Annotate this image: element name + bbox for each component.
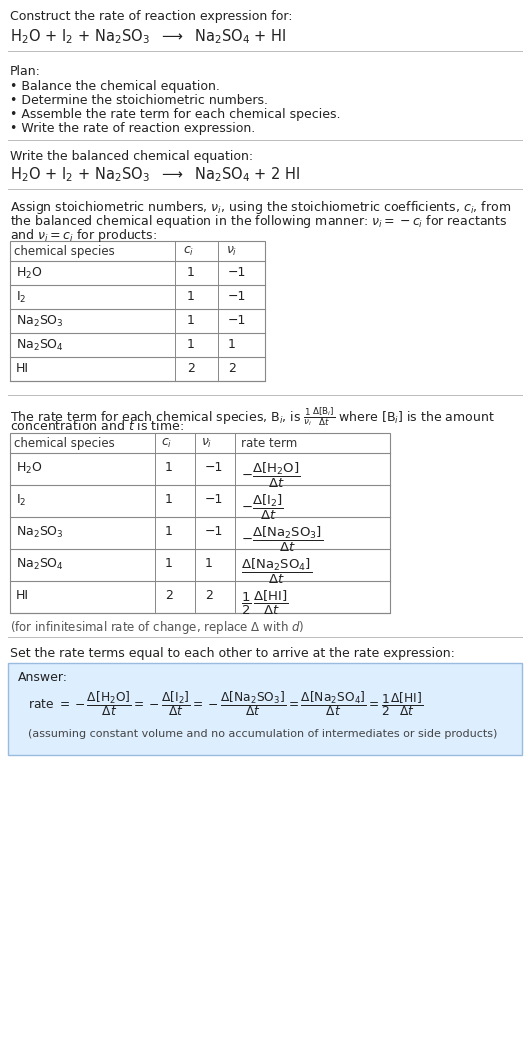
- Bar: [10, 433, 390, 613]
- Bar: [10, 241, 265, 381]
- Text: rate $= -\dfrac{\Delta[\mathrm{H_2O}]}{\Delta t} = -\dfrac{\Delta[\mathrm{I_2}]}: rate $= -\dfrac{\Delta[\mathrm{H_2O}]}{\…: [28, 689, 423, 718]
- Text: I$_2$: I$_2$: [16, 493, 26, 508]
- Text: • Write the rate of reaction expression.: • Write the rate of reaction expression.: [10, 122, 255, 135]
- Text: 1: 1: [228, 338, 236, 351]
- Text: H$_2$O + I$_2$ + Na$_2$SO$_3$  $\longrightarrow$  Na$_2$SO$_4$ + 2 HI: H$_2$O + I$_2$ + Na$_2$SO$_3$ $\longrigh…: [10, 165, 301, 184]
- Text: 1: 1: [165, 461, 173, 474]
- Text: H$_2$O: H$_2$O: [16, 461, 42, 476]
- Text: (assuming constant volume and no accumulation of intermediates or side products): (assuming constant volume and no accumul…: [28, 729, 497, 740]
- Text: $-\dfrac{\Delta[\mathrm{H_2O}]}{\Delta t}$: $-\dfrac{\Delta[\mathrm{H_2O}]}{\Delta t…: [241, 461, 301, 491]
- Text: −1: −1: [205, 461, 223, 474]
- Text: −1: −1: [205, 493, 223, 506]
- Text: $c_i$: $c_i$: [183, 245, 195, 258]
- Text: Assign stoichiometric numbers, $\nu_i$, using the stoichiometric coefficients, $: Assign stoichiometric numbers, $\nu_i$, …: [10, 199, 511, 217]
- Text: −1: −1: [205, 525, 223, 538]
- Text: 1: 1: [187, 314, 195, 327]
- Text: $c_i$: $c_i$: [161, 437, 172, 450]
- Text: chemical species: chemical species: [14, 245, 115, 258]
- Text: 2: 2: [165, 589, 173, 602]
- Text: H$_2$O + I$_2$ + Na$_2$SO$_3$  $\longrightarrow$  Na$_2$SO$_4$ + HI: H$_2$O + I$_2$ + Na$_2$SO$_3$ $\longrigh…: [10, 27, 287, 46]
- Text: Write the balanced chemical equation:: Write the balanced chemical equation:: [10, 150, 253, 163]
- Bar: [8, 663, 522, 755]
- Text: HI: HI: [16, 362, 29, 376]
- Text: • Determine the stoichiometric numbers.: • Determine the stoichiometric numbers.: [10, 94, 268, 107]
- Text: and $\nu_i = c_i$ for products:: and $\nu_i = c_i$ for products:: [10, 227, 157, 244]
- Text: Plan:: Plan:: [10, 65, 41, 78]
- Text: Construct the rate of reaction expression for:: Construct the rate of reaction expressio…: [10, 10, 293, 23]
- Text: The rate term for each chemical species, B$_i$, is $\frac{1}{\nu_i}\frac{\Delta[: The rate term for each chemical species,…: [10, 405, 495, 428]
- Text: 1: 1: [165, 525, 173, 538]
- Text: Set the rate terms equal to each other to arrive at the rate expression:: Set the rate terms equal to each other t…: [10, 647, 455, 660]
- Text: (for infinitesimal rate of change, replace $\Delta$ with $d$): (for infinitesimal rate of change, repla…: [10, 619, 304, 636]
- Text: • Balance the chemical equation.: • Balance the chemical equation.: [10, 79, 220, 93]
- Text: Answer:: Answer:: [18, 670, 68, 684]
- Text: • Assemble the rate term for each chemical species.: • Assemble the rate term for each chemic…: [10, 108, 340, 121]
- Text: I$_2$: I$_2$: [16, 290, 26, 305]
- Text: 2: 2: [205, 589, 213, 602]
- Text: H$_2$O: H$_2$O: [16, 266, 42, 281]
- Text: $-\dfrac{\Delta[\mathrm{I_2}]}{\Delta t}$: $-\dfrac{\Delta[\mathrm{I_2}]}{\Delta t}…: [241, 493, 284, 522]
- Text: concentration and $t$ is time:: concentration and $t$ is time:: [10, 419, 184, 433]
- Text: $\dfrac{\Delta[\mathrm{Na_2SO_4}]}{\Delta t}$: $\dfrac{\Delta[\mathrm{Na_2SO_4}]}{\Delt…: [241, 558, 312, 586]
- Text: 1: 1: [187, 338, 195, 351]
- Text: −1: −1: [228, 266, 246, 279]
- Text: rate term: rate term: [241, 437, 297, 450]
- Text: −1: −1: [228, 314, 246, 327]
- Text: the balanced chemical equation in the following manner: $\nu_i = -c_i$ for react: the balanced chemical equation in the fo…: [10, 213, 508, 230]
- Text: Na$_2$SO$_4$: Na$_2$SO$_4$: [16, 338, 64, 354]
- Text: 2: 2: [187, 362, 195, 376]
- Text: 1: 1: [205, 558, 213, 570]
- Text: $\nu_i$: $\nu_i$: [226, 245, 237, 258]
- Text: $\nu_i$: $\nu_i$: [201, 437, 213, 450]
- Text: HI: HI: [16, 589, 29, 602]
- Text: 1: 1: [187, 266, 195, 279]
- Text: $-\dfrac{\Delta[\mathrm{Na_2SO_3}]}{\Delta t}$: $-\dfrac{\Delta[\mathrm{Na_2SO_3}]}{\Del…: [241, 525, 323, 554]
- Text: 2: 2: [228, 362, 236, 376]
- Text: 1: 1: [165, 558, 173, 570]
- Text: −1: −1: [228, 290, 246, 303]
- Text: 1: 1: [187, 290, 195, 303]
- Text: 1: 1: [165, 493, 173, 506]
- Text: $\dfrac{1}{2}\,\dfrac{\Delta[\mathrm{HI}]}{\Delta t}$: $\dfrac{1}{2}\,\dfrac{\Delta[\mathrm{HI}…: [241, 589, 288, 617]
- Text: Na$_2$SO$_3$: Na$_2$SO$_3$: [16, 525, 64, 540]
- Text: chemical species: chemical species: [14, 437, 115, 450]
- Text: Na$_2$SO$_4$: Na$_2$SO$_4$: [16, 558, 64, 572]
- Text: Na$_2$SO$_3$: Na$_2$SO$_3$: [16, 314, 64, 329]
